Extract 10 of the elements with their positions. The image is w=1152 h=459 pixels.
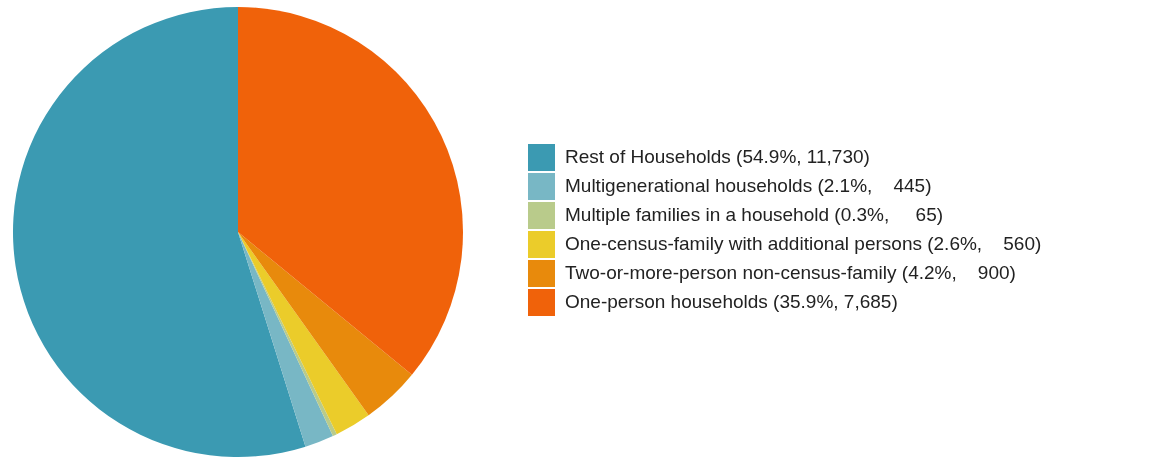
pie-slice [238, 7, 463, 375]
legend-label: One-census-family with additional persons (2.6%, 560) [565, 233, 1042, 255]
legend-label: Two-or-more-person non-census-family (4.2%, 900) [565, 262, 1016, 284]
pie-slice [13, 7, 306, 457]
pie-slice [238, 232, 412, 416]
legend-label: Multigenerational households (2.1%, 445) [565, 175, 932, 197]
legend-label: Rest of Households (54.9%, 11,730) [565, 146, 870, 168]
pie-slice [238, 232, 369, 435]
legend-label: One-person households (35.9%, 7,685) [565, 291, 898, 313]
legend-label: Multiple families in a household (0.3%, 65) [565, 204, 944, 226]
